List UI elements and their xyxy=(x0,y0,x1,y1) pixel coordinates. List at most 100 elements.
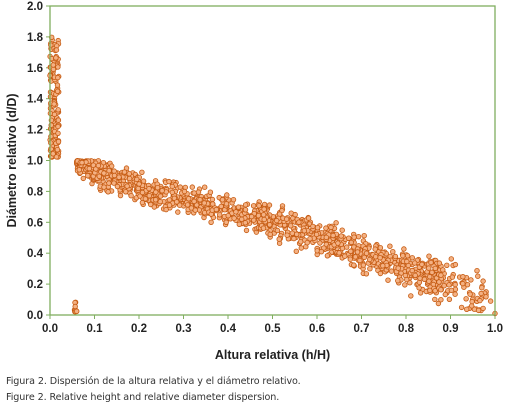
data-point xyxy=(404,258,410,265)
data-point xyxy=(51,101,57,107)
data-point xyxy=(261,206,267,212)
data-point xyxy=(426,253,432,259)
data-point xyxy=(274,227,281,234)
x-tick-label: 0.4 xyxy=(220,323,237,335)
data-point xyxy=(154,184,161,191)
data-point xyxy=(146,185,152,192)
data-point xyxy=(111,168,117,174)
data-point xyxy=(80,175,86,182)
data-point xyxy=(267,231,273,238)
y-tick-label: 1.0 xyxy=(27,156,43,168)
data-point xyxy=(344,244,350,250)
data-point xyxy=(444,262,450,268)
data-point xyxy=(207,189,214,195)
data-point xyxy=(402,282,408,288)
data-point xyxy=(166,197,173,203)
data-point xyxy=(101,184,107,190)
data-point xyxy=(274,217,280,224)
data-point xyxy=(85,172,91,179)
data-point xyxy=(388,268,395,274)
y-tick-label: 2.0 xyxy=(27,1,43,13)
data-point xyxy=(417,290,424,296)
data-point xyxy=(225,212,231,219)
caption-spanish: Figura 2. Dispersión de la altura relati… xyxy=(6,376,301,387)
data-point xyxy=(440,267,446,273)
data-point xyxy=(48,140,54,146)
data-point xyxy=(288,223,294,229)
data-point xyxy=(147,201,154,208)
data-point xyxy=(469,303,475,309)
data-point xyxy=(105,189,111,195)
data-point xyxy=(335,240,341,246)
data-point xyxy=(305,215,312,221)
data-point xyxy=(426,265,432,271)
y-tick-label: 0.8 xyxy=(27,186,44,198)
data-point xyxy=(146,192,152,199)
data-point xyxy=(463,296,469,302)
data-point xyxy=(243,227,250,234)
data-point xyxy=(478,290,484,297)
x-tick-label: 0.5 xyxy=(265,323,282,335)
data-point xyxy=(216,212,223,218)
data-point xyxy=(421,276,428,282)
data-point xyxy=(298,239,304,245)
data-point xyxy=(54,146,61,153)
data-point xyxy=(438,272,444,278)
data-point xyxy=(438,287,444,293)
data-point xyxy=(400,252,406,259)
data-point xyxy=(395,265,401,271)
data-point xyxy=(152,197,159,203)
data-point xyxy=(86,165,92,172)
data-point xyxy=(121,169,128,175)
data-point xyxy=(157,198,163,205)
data-point xyxy=(448,256,454,262)
data-point xyxy=(464,306,470,312)
data-point xyxy=(385,277,391,283)
data-point xyxy=(301,228,307,234)
data-point xyxy=(53,47,60,53)
data-point xyxy=(236,221,242,227)
data-point xyxy=(479,285,485,291)
data-point xyxy=(126,171,132,177)
data-point xyxy=(428,259,434,266)
data-point xyxy=(137,193,143,199)
data-point xyxy=(276,236,282,242)
data-point xyxy=(432,296,438,303)
data-point xyxy=(173,199,180,205)
data-point xyxy=(432,288,438,294)
data-point xyxy=(108,163,115,169)
data-point xyxy=(51,111,58,118)
data-point xyxy=(427,274,433,280)
data-point xyxy=(55,117,62,123)
data-point xyxy=(354,249,361,255)
data-point xyxy=(355,233,362,240)
data-point xyxy=(250,203,257,209)
data-point xyxy=(50,62,56,68)
data-point xyxy=(351,262,357,268)
data-point xyxy=(54,82,61,88)
data-point xyxy=(169,189,175,196)
data-point xyxy=(122,189,129,195)
data-point xyxy=(117,192,124,199)
data-point xyxy=(242,202,249,208)
data-point xyxy=(177,184,183,190)
data-point xyxy=(223,201,230,207)
data-point xyxy=(284,232,290,238)
data-point xyxy=(377,255,383,261)
data-point xyxy=(483,294,489,300)
data-point xyxy=(266,202,273,208)
data-point xyxy=(392,253,399,260)
data-point xyxy=(261,201,268,208)
data-point xyxy=(224,192,230,198)
y-axis-ticks: 0.0 0.2 0.4 0.6 0.8 1.0 1.2 1.4 1.6 1.8 2.0 xyxy=(27,1,50,322)
data-point xyxy=(328,224,334,231)
data-point xyxy=(176,202,183,208)
data-point xyxy=(139,199,146,206)
data-point xyxy=(54,88,61,94)
data-point xyxy=(408,293,414,299)
data-point xyxy=(435,300,442,307)
data-point xyxy=(151,204,157,210)
data-point xyxy=(475,307,482,314)
x-tick-label: 0.8 xyxy=(398,323,415,335)
data-point xyxy=(135,185,141,192)
